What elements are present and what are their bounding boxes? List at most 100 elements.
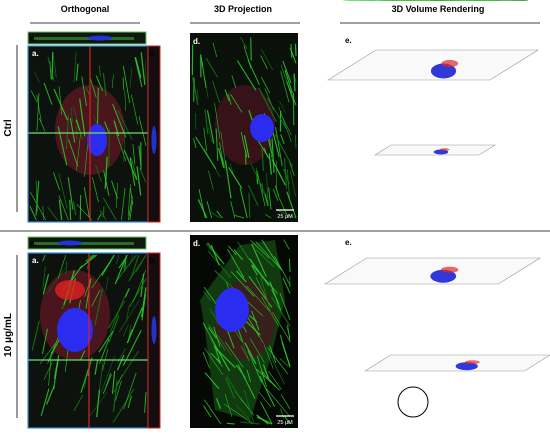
panel-label: b. (149, 49, 156, 58)
actin-fiber (123, 128, 125, 163)
actin-fiber (208, 324, 226, 351)
actin-fiber (259, 375, 276, 407)
projection-image (190, 235, 298, 428)
actin-fiber (104, 121, 110, 133)
actin-fiber (134, 56, 143, 88)
actin-fiber (219, 142, 224, 165)
red-signal (439, 148, 450, 151)
actin-fiber (108, 300, 125, 329)
actin-fiber (118, 299, 140, 333)
volume-box (323, 257, 542, 285)
actin-fiber (116, 354, 125, 371)
actin-fiber (236, 270, 247, 283)
actin-fiber (193, 138, 197, 149)
actin-fiber (278, 196, 289, 218)
actin-fiber (227, 94, 232, 105)
actin-fiber (263, 147, 269, 158)
volume-rendering (323, 0, 550, 418)
actin-fiber (112, 380, 118, 413)
nucleus (433, 149, 449, 155)
actin-fiber (39, 343, 56, 365)
actin-fiber (268, 370, 282, 390)
actin-fiber (47, 206, 58, 221)
actin-fiber (216, 210, 223, 219)
actin-fiber (215, 358, 223, 368)
actin-fiber (197, 199, 208, 219)
actin-fiber (250, 163, 267, 196)
actin-fiber (258, 87, 277, 123)
actin-fiber (289, 170, 296, 197)
actin-fiber (251, 310, 260, 331)
panel-label: d. (193, 37, 200, 46)
actin-fiber (124, 288, 130, 298)
panel-label: c. (30, 34, 37, 43)
actin-fiber (240, 36, 248, 50)
actin-fiber (243, 45, 252, 69)
actin-fiber (286, 169, 290, 200)
actin-fiber (224, 403, 254, 425)
yz-nucleus (151, 126, 157, 154)
actin-fiber (81, 76, 87, 107)
nucleus (57, 308, 93, 352)
actin-fiber (101, 254, 115, 276)
actin-fiber (46, 385, 55, 405)
actin-fiber (262, 364, 270, 379)
actin-fiber (215, 398, 222, 409)
actin-fiber (228, 245, 237, 256)
actin-fiber (256, 368, 280, 391)
panel-label: d. (193, 239, 200, 248)
actin-fiber (72, 105, 83, 140)
actin-fiber (213, 342, 221, 364)
actin-fiber (261, 239, 282, 270)
actin-fiber (79, 254, 97, 270)
red-signal (441, 266, 459, 273)
actin-fiber (271, 159, 286, 186)
actin-fiber (263, 344, 274, 369)
actin-fiber (35, 180, 40, 216)
actin-fiber (144, 392, 147, 413)
actin-fiber (100, 355, 116, 393)
actin-fiber (122, 324, 129, 337)
red-signal (464, 360, 480, 365)
actin-fiber (213, 326, 221, 347)
actin-fiber (246, 285, 270, 311)
actin-fiber (256, 170, 266, 207)
actin-fiber (129, 201, 133, 221)
actin-fiber (73, 51, 77, 83)
actin-fiber (207, 327, 217, 339)
actin-fiber (123, 372, 137, 410)
actin-fiber (31, 320, 40, 351)
actin-fiber (280, 64, 294, 102)
nucleus (215, 288, 249, 332)
actin-fiber (283, 415, 291, 425)
actin-fiber (250, 239, 270, 259)
actin-fiber (267, 347, 288, 375)
actin-fiber (140, 52, 146, 86)
actin-fiber (260, 401, 273, 425)
actin-fiber (47, 268, 65, 294)
actin-fiber (53, 359, 59, 379)
actin-fiber (102, 72, 107, 97)
actin-fiber (240, 421, 260, 425)
actin-fiber (203, 290, 212, 302)
actin-fiber (34, 71, 40, 83)
actin-fiber (280, 134, 285, 144)
actin-fiber (84, 143, 89, 177)
actin-fiber (268, 352, 285, 385)
actin-fiber (256, 173, 259, 185)
nucleus (430, 269, 457, 283)
actin-fiber (75, 119, 81, 132)
xz-nucleus (58, 240, 82, 246)
actin-fiber (136, 166, 142, 196)
actin-fiber (206, 110, 215, 144)
actin-fiber (249, 258, 270, 286)
actin-fiber (111, 180, 118, 199)
actin-fiber (36, 94, 42, 122)
actin-fiber (129, 157, 136, 186)
actin-fiber (258, 391, 272, 408)
actin-fiber (251, 243, 267, 277)
nucleus (87, 124, 107, 156)
actin-fiber (255, 241, 283, 271)
actin-fiber (104, 156, 108, 189)
actin-fiber (293, 73, 296, 92)
